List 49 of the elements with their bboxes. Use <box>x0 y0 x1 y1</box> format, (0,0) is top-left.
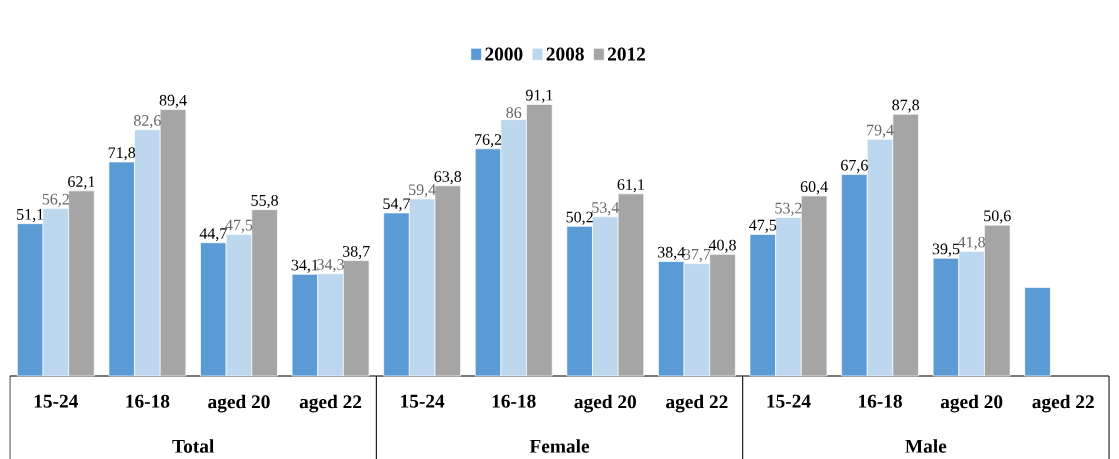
x-tick-label: 16-18 <box>126 394 170 408</box>
data-label: 60,4 <box>800 181 828 195</box>
data-label: 62,1 <box>68 176 95 190</box>
x-tick-label: aged 22 <box>1032 394 1094 413</box>
data-label: 47,5 <box>225 219 253 233</box>
x-tick-label: aged 20 <box>208 394 270 413</box>
x-tick-label: 16-18 <box>492 394 536 408</box>
data-label: 61,1 <box>617 179 644 193</box>
data-label: 63,8 <box>434 171 462 185</box>
data-label: 50,2 <box>566 211 593 225</box>
data-label: 59,4 <box>409 184 436 198</box>
data-label: 53,4 <box>592 202 620 216</box>
data-label: 76,2 <box>475 134 502 148</box>
x-tick-label: aged 22 <box>299 394 362 413</box>
data-label: 71,8 <box>108 147 136 161</box>
x-tick-label: aged 20 <box>574 394 636 413</box>
data-label: 51,1 <box>17 209 44 223</box>
text: Total <box>172 439 214 453</box>
data-label: 56,2 <box>42 193 69 207</box>
data-label: 79,4 <box>867 124 894 138</box>
data-label: 91,1 <box>525 89 553 103</box>
x-tick-label: aged 22 <box>666 394 728 413</box>
legend-label: 2008 <box>546 47 584 61</box>
x-tick-label: 15-24 <box>767 394 811 408</box>
data-label: 54,7 <box>383 198 411 212</box>
data-label: 86 <box>506 107 522 119</box>
x-tick-label: 15-24 <box>401 394 445 408</box>
data-label: 67,6 <box>841 159 868 173</box>
data-label: 41,8 <box>957 236 986 250</box>
data-label: 87,8 <box>892 99 920 113</box>
legend-label: 2012 <box>607 47 646 61</box>
x-tick-label: aged 20 <box>940 394 1003 413</box>
data-label: 34,3 <box>317 259 344 273</box>
legend-label: 2000 <box>485 47 523 61</box>
data-label: 55,8 <box>251 194 278 209</box>
x-tick-label: 16-18 <box>859 394 902 408</box>
data-label: 34,1 <box>291 259 318 273</box>
text: Female <box>529 439 590 453</box>
data-label: 89,4 <box>159 94 187 108</box>
data-label: 53,2 <box>775 202 802 216</box>
data-label: 82,6 <box>134 115 161 129</box>
data-label: 47,5 <box>749 219 777 233</box>
data-label: 38,7 <box>342 245 370 260</box>
data-label: 44,7 <box>199 228 227 242</box>
text: Male <box>905 439 947 453</box>
data-label: 39,5 <box>932 243 960 257</box>
x-tick-label: 15-24 <box>34 394 78 408</box>
data-label: 38,4 <box>658 246 685 260</box>
data-label: 50,6 <box>984 210 1011 224</box>
